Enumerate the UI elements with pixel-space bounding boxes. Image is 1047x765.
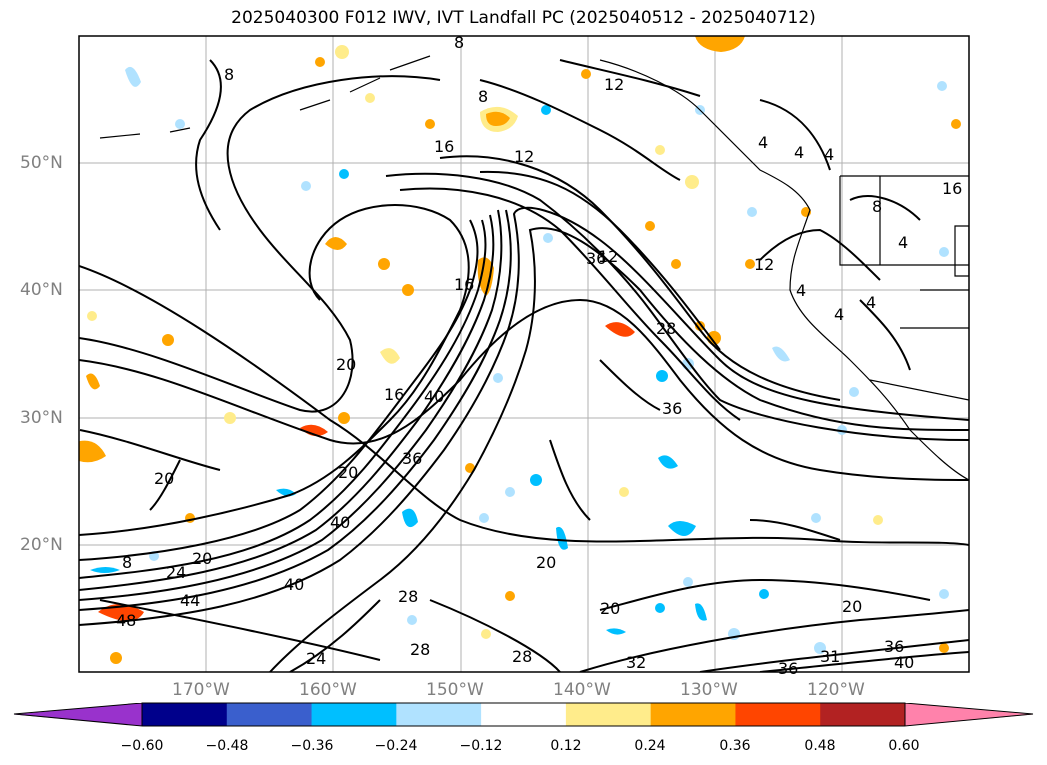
contour-label: 28 xyxy=(398,587,418,606)
contour-label: 40 xyxy=(894,653,914,672)
colorbar-tick: 0.36 xyxy=(719,738,751,754)
contour-label: 40 xyxy=(284,575,304,594)
colorbar-tick: 0.12 xyxy=(550,738,582,754)
contour-label: 12 xyxy=(754,255,774,274)
colorbar-segment xyxy=(481,703,567,726)
colorbar-segment xyxy=(396,703,482,726)
contour-label: 40 xyxy=(330,513,350,532)
contour-label: 4 xyxy=(758,133,768,152)
contour-label: 20 xyxy=(842,597,862,616)
lat-label-40n: 40°N xyxy=(20,280,63,300)
colorbar-tick: −0.48 xyxy=(205,738,249,754)
contour-label: 4 xyxy=(834,305,844,324)
colorbar-segment xyxy=(735,703,821,726)
coastline xyxy=(99,55,969,481)
lon-label-130w: 130°W xyxy=(680,680,738,700)
contour-label: 24 xyxy=(166,563,186,582)
lon-label-140w: 140°W xyxy=(553,680,611,700)
lon-label-160w: 160°W xyxy=(299,680,357,700)
contour-label: 28 xyxy=(656,319,676,338)
contour-label: 8 xyxy=(872,197,882,216)
contour-label: 28 xyxy=(410,640,430,659)
contour-label: 31 xyxy=(820,647,840,666)
colorbar-segment xyxy=(650,703,736,726)
colorbar-segment xyxy=(565,703,652,726)
contour-label: 20 xyxy=(536,553,556,572)
lat-label-20n: 20°N xyxy=(20,535,63,555)
colorbar-extend-max xyxy=(905,703,1033,726)
colorbar-tick: −0.24 xyxy=(374,738,418,754)
contour-label: 8 xyxy=(478,87,488,106)
contour-label: 28 xyxy=(512,647,532,666)
contour-label: 12 xyxy=(604,75,624,94)
contour-label: 20 xyxy=(154,469,174,488)
colorbar-tick: −0.60 xyxy=(120,738,164,754)
contour-label: 36 xyxy=(778,659,798,678)
map-title: 2025040300 F012 IWV, IVT Landfall PC (20… xyxy=(231,8,816,28)
colorbar-tick: 0.60 xyxy=(888,738,920,754)
colorbar-segments xyxy=(14,703,1033,726)
contour-label: 48 xyxy=(116,611,136,630)
lon-label-170w: 170°W xyxy=(172,680,230,700)
contour-label: 8 xyxy=(122,553,132,572)
contour-label: 4 xyxy=(796,281,806,300)
contour-label: 16 xyxy=(384,385,404,404)
colorbar-tick: −0.12 xyxy=(459,738,503,754)
colorbar-segment xyxy=(820,703,906,726)
contour-label: 36 xyxy=(586,249,606,268)
contour-label: 16 xyxy=(454,275,474,294)
contour-label: 20 xyxy=(600,599,620,618)
contour-label: 12 xyxy=(598,247,618,266)
contour-label: 20 xyxy=(192,549,212,568)
colorbar-segment xyxy=(142,703,228,726)
contour-label: 8 xyxy=(224,65,234,84)
contour-label: 16 xyxy=(434,137,454,156)
contour-label: 36 xyxy=(662,399,682,418)
contour-label: 40 xyxy=(424,387,444,406)
contour-label: 8 xyxy=(454,33,464,52)
colorbar-tick: −0.36 xyxy=(290,738,334,754)
lon-label-150w: 150°W xyxy=(426,680,484,700)
contour-label: 20 xyxy=(336,355,356,374)
lon-label-120w: 120°W xyxy=(807,680,865,700)
colorbar-tick: 0.48 xyxy=(804,738,836,754)
contour-label: 4 xyxy=(794,143,804,162)
ivt-contours xyxy=(79,59,969,672)
map-panel: 8 8 8 12 12 16 12 16 4 4 4 8 4 12 36 16 … xyxy=(78,33,970,678)
colorbar-segment xyxy=(311,703,397,726)
contour-label: 20 xyxy=(338,463,358,482)
contour-label: 12 xyxy=(514,147,534,166)
contour-label-group: 8 8 8 12 12 16 12 16 4 4 4 8 4 12 36 16 … xyxy=(116,33,962,678)
contour-label: 32 xyxy=(626,653,646,672)
colorbar-extend-min xyxy=(14,703,142,726)
lat-label-30n: 30°N xyxy=(20,408,63,428)
contour-label: 44 xyxy=(180,591,200,610)
contour-label: 4 xyxy=(898,233,908,252)
contour-label: 36 xyxy=(884,637,904,656)
contour-label: 16 xyxy=(942,179,962,198)
contour-label: 4 xyxy=(866,293,876,312)
colorbar-tick: 0.24 xyxy=(634,738,666,754)
lat-label-50n: 50°N xyxy=(20,153,63,173)
gridlines xyxy=(79,36,969,672)
colorbar-segment xyxy=(226,703,313,726)
contour-label: 4 xyxy=(824,145,834,164)
contour-label: 36 xyxy=(402,449,422,468)
map-content xyxy=(79,36,969,672)
contour-label: 24 xyxy=(306,649,326,668)
